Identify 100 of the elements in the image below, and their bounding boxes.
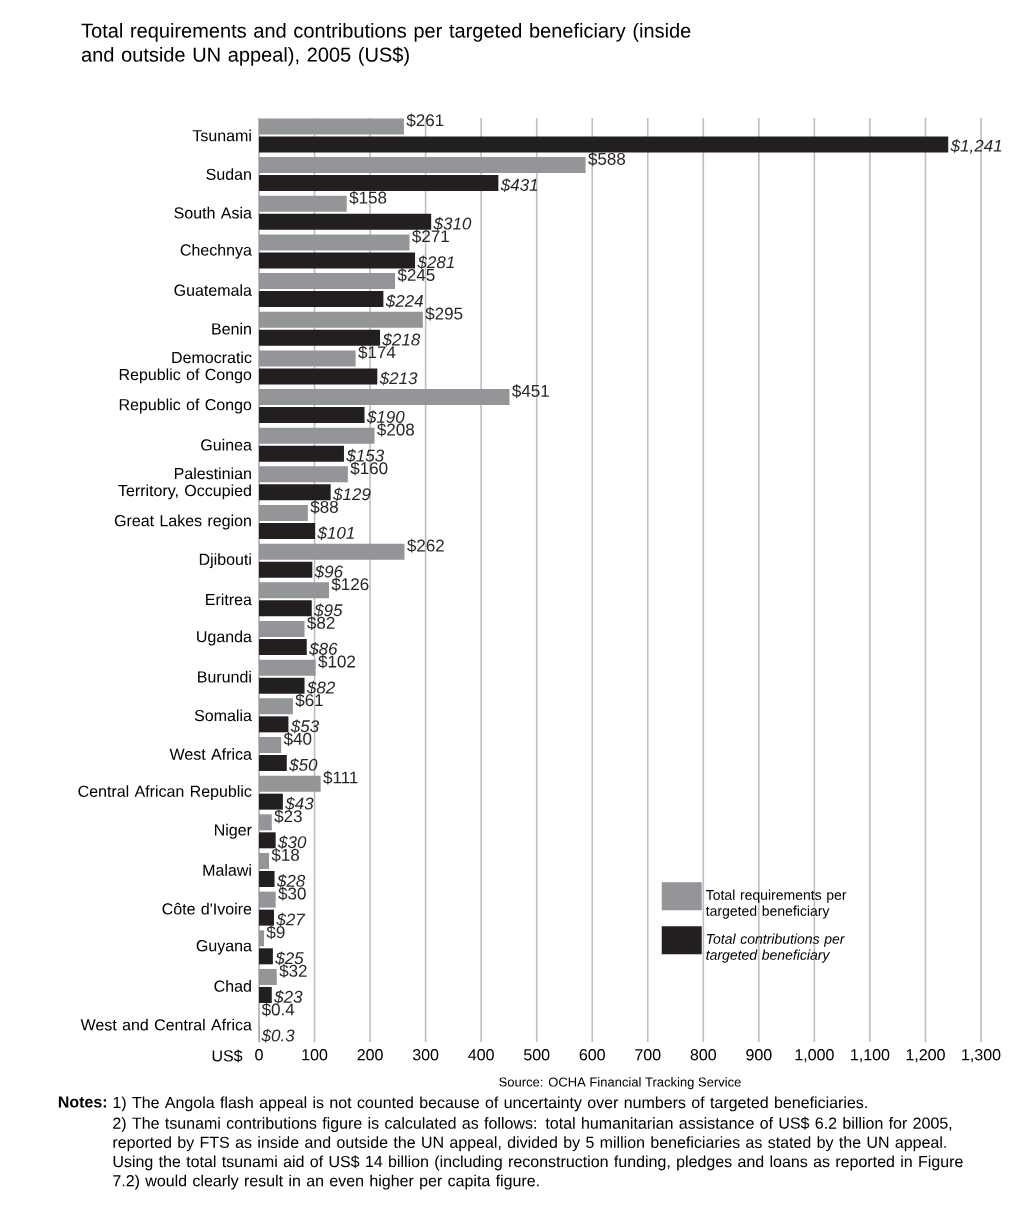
bar [259, 368, 378, 385]
data-label: $310 [433, 216, 472, 231]
x-tick-label: 1,200 [906, 1049, 945, 1063]
data-label: $30 [278, 886, 306, 901]
data-label: $218 [382, 332, 421, 347]
bar [259, 311, 423, 328]
bar [259, 775, 321, 792]
data-label: $190 [366, 410, 405, 424]
bar [259, 195, 347, 212]
y-tick-label: Republic of Congo [119, 398, 252, 414]
data-label: $431 [500, 178, 538, 192]
y-tick-label: Guatemala [174, 284, 252, 296]
data-label: $245 [397, 268, 435, 282]
bar [259, 600, 312, 617]
y-tick-label: South Asia [174, 206, 252, 219]
data-label: $95 [314, 603, 343, 618]
data-label: $271 [412, 229, 449, 244]
data-label: $0.3 [261, 1028, 295, 1043]
data-label: $262 [407, 538, 444, 553]
data-label: $0.4 [261, 1002, 295, 1017]
text: 2) The tsunami contributions figure is calculated as follows: total humanitarian assistance of US$ 6.2 billion for 2005, reported by FTS as inside and outside the UN appeal, divided by 5 million beneficiaries as stated by the UN appeal. Using the total tsunami aid of US$ 14 billion (including reconstruction funding, pledges and loans as reported in Figure 7.2) would clearly result in an even higher per capita figure. [113, 1116, 963, 1190]
y-tick-label: Somalia [194, 709, 252, 722]
bar [259, 505, 308, 522]
data-label: $126 [331, 577, 369, 592]
data-label: $451 [512, 384, 549, 398]
data-label: $129 [332, 487, 371, 502]
y-tick-label: Benin [212, 322, 251, 335]
data-label: $9 [266, 925, 285, 940]
x-tick-label: 900 [746, 1049, 772, 1061]
y-tick-label: Tsunami [192, 129, 251, 142]
data-label: $213 [379, 371, 418, 386]
data-label: $50 [289, 758, 318, 772]
y-tick-label: Great Lakes region [114, 514, 251, 530]
bar [259, 252, 416, 269]
bar [259, 427, 375, 444]
data-label: $101 [317, 526, 354, 540]
x-tick-label: 1,000 [795, 1049, 834, 1063]
legend-label: Total requirements per targeted beneficiary [705, 889, 847, 919]
data-label: $43 [285, 796, 314, 811]
data-label: $224 [385, 294, 423, 308]
bar [259, 814, 272, 831]
y-tick-label: Eritrea [206, 593, 252, 606]
data-label: $23 [274, 809, 302, 824]
y-tick-label: Uganda [197, 630, 252, 646]
bar [259, 930, 264, 947]
data-label: $18 [271, 848, 300, 862]
data-label: $82 [307, 616, 335, 630]
y-tick-label: Central African Republic [78, 785, 252, 801]
x-tick-label: 700 [635, 1049, 661, 1061]
bar [259, 639, 307, 656]
data-label: $153 [346, 448, 385, 463]
x-tick-label: 1,100 [851, 1049, 890, 1063]
x-tick-label: 1,300 [962, 1049, 1001, 1063]
data-label: $32 [279, 964, 307, 978]
bar [259, 445, 344, 462]
data-label: $88 [310, 500, 338, 514]
bar [259, 832, 276, 849]
y-tick-label: Niger [215, 823, 252, 839]
data-label: $111 [323, 770, 358, 785]
data-label: $30 [277, 835, 307, 850]
x-tick-label: 600 [579, 1049, 605, 1061]
x-tick-label: 500 [523, 1049, 550, 1061]
y-tick-label: Chad [214, 980, 251, 992]
y-tick-label: Democratic Republic of Congo [119, 351, 252, 384]
y-tick-label: West and Central Africa [80, 1018, 252, 1031]
data-label: $281 [417, 255, 454, 270]
bar [259, 755, 287, 771]
data-label: $588 [588, 152, 626, 166]
text: 1) The Angola flash appeal is not counted because of uncertainty over numbers of targeted beneficiaries. [113, 1096, 867, 1112]
bar [259, 582, 329, 599]
bar [259, 466, 348, 483]
bar [259, 870, 275, 887]
data-label: $160 [350, 461, 388, 476]
x-axis-title: US$ [212, 1049, 243, 1063]
x-tick-label: 200 [357, 1049, 383, 1061]
bar [259, 350, 356, 367]
x-tick-label: 400 [468, 1049, 494, 1061]
text: Notes: [58, 1096, 107, 1108]
data-label: $23 [274, 990, 303, 1004]
data-label: $27 [276, 912, 306, 927]
bar [259, 677, 305, 694]
bar [259, 175, 499, 192]
data-label: $96 [314, 564, 344, 579]
bar [259, 118, 404, 135]
bar [259, 213, 432, 230]
legend-label: Total contributions per targeted beneficiary [706, 933, 845, 963]
y-tick-label: Guinea [201, 438, 252, 451]
y-tick-label: Malawi [203, 864, 251, 876]
bar [259, 273, 396, 290]
bar [259, 157, 586, 174]
data-label: $28 [276, 874, 306, 888]
bar [259, 659, 316, 676]
x-tick-label: 0 [255, 1049, 263, 1061]
data-label: $261 [406, 113, 444, 128]
data-label: $86 [309, 642, 338, 656]
data-label: $40 [283, 732, 312, 746]
y-tick-label: Palestinian Territory, Occupied [118, 467, 251, 500]
bar [259, 852, 269, 869]
source-note: Source: OCHA Financial Tracking Service [499, 1077, 741, 1090]
bar [259, 389, 510, 406]
